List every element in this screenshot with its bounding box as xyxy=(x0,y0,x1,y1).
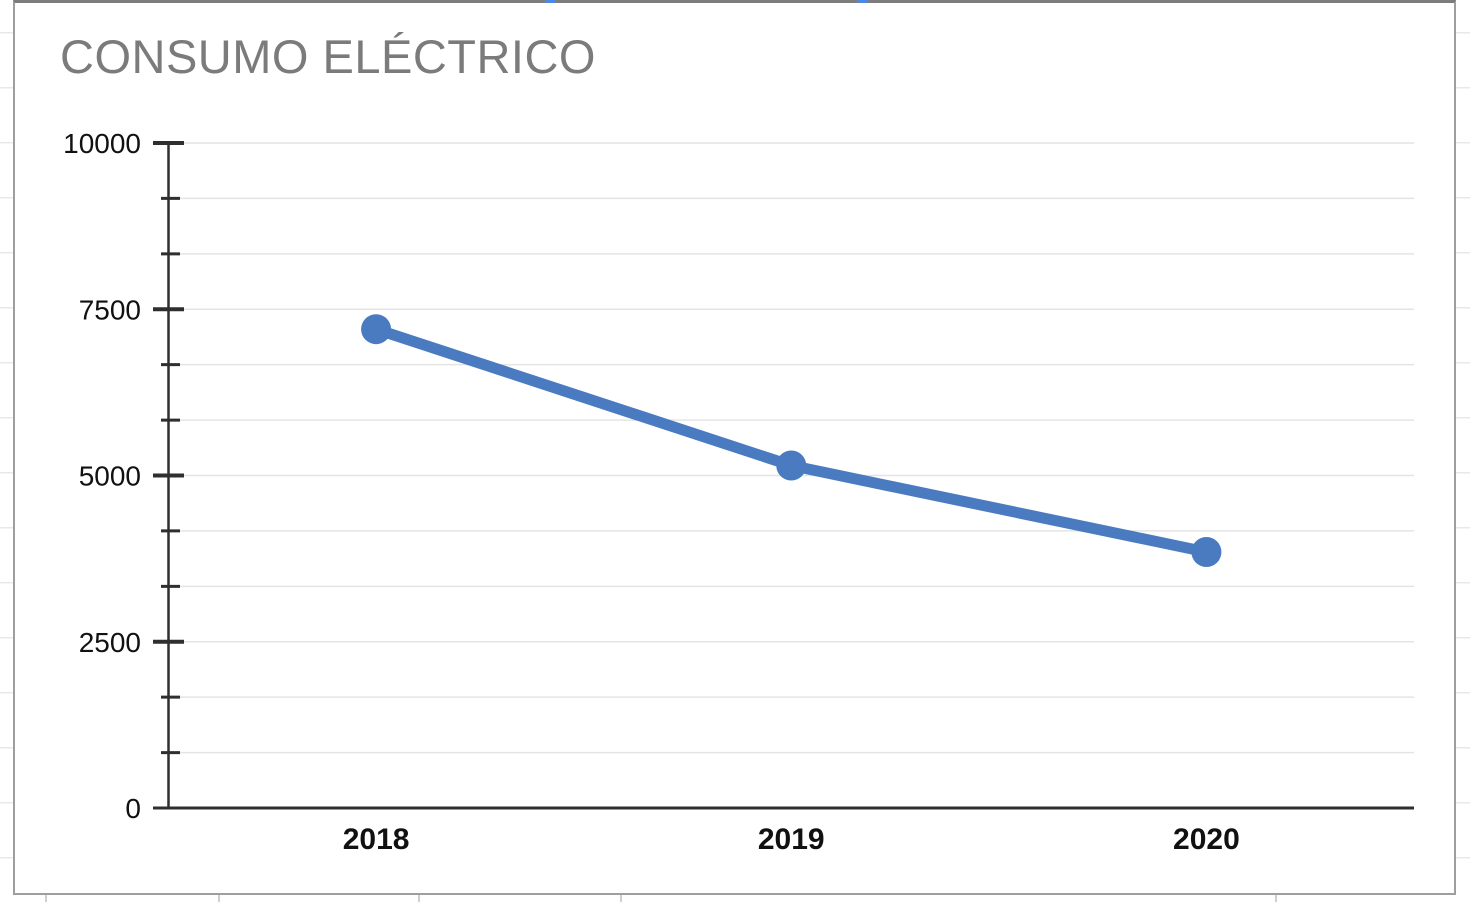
y-tick-label: 2500 xyxy=(79,627,141,658)
spreadsheet-column-tick xyxy=(418,895,420,902)
chart-title: CONSUMO ELÉCTRICO xyxy=(60,30,596,83)
x-tick-label: 2020 xyxy=(1173,823,1240,856)
spreadsheet-column-tick xyxy=(620,895,622,902)
data-point[interactable] xyxy=(776,450,807,481)
chart-resize-handle[interactable] xyxy=(857,0,868,3)
chart[interactable]: CONSUMO ELÉCTRICO 0 2500 5000 7500 10000 2018… xyxy=(13,0,1456,895)
data-point[interactable] xyxy=(1191,536,1222,567)
x-tick-label: 2019 xyxy=(758,823,825,856)
y-tick-label: 0 xyxy=(125,793,141,824)
x-tick-label: 2018 xyxy=(343,823,410,856)
data-point[interactable] xyxy=(361,314,392,345)
plot-area: 0 2500 5000 7500 10000 2018 2019 2020 xyxy=(63,128,1414,856)
spreadsheet-column-tick xyxy=(1275,895,1277,902)
spreadsheet-column-tick xyxy=(218,895,220,902)
spreadsheet-column-tick xyxy=(45,895,47,902)
series-line xyxy=(370,323,1212,558)
y-tick-label: 10000 xyxy=(63,128,141,159)
chart-resize-handle[interactable] xyxy=(545,0,556,3)
y-tick-label: 5000 xyxy=(79,461,141,492)
y-tick-label: 7500 xyxy=(79,294,141,325)
